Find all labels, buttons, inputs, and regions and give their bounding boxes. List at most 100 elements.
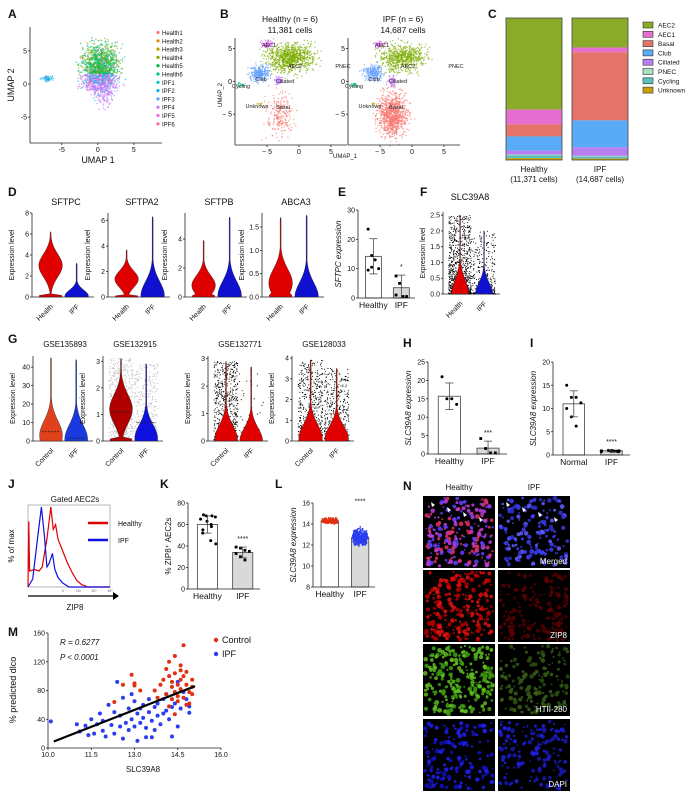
umap-cell-point	[415, 52, 418, 54]
umap-cell-point	[100, 95, 103, 97]
umap-cell-point	[303, 43, 305, 46]
umap-cell-point	[86, 45, 89, 47]
umap-cell-point	[270, 66, 272, 68]
umap-cell-point	[395, 140, 397, 143]
umap-cell-point	[396, 54, 398, 57]
umap-cell-point	[409, 59, 411, 62]
umap-cell-point	[288, 60, 291, 62]
umap-cell-point	[286, 58, 289, 60]
umap-cell-point	[303, 65, 305, 67]
umap-cell-point	[88, 78, 91, 81]
umap-cell-point	[89, 89, 92, 91]
umap-cell-point	[280, 54, 283, 56]
umap-cell-point	[96, 78, 98, 81]
umap-cell-point	[273, 97, 275, 100]
umap-cell-point	[311, 63, 313, 65]
umap-cell-point	[97, 76, 100, 78]
umap-cell-point	[107, 86, 110, 89]
umap-cell-point	[79, 42, 82, 45]
umap-cell-point	[290, 126, 293, 129]
umap-cell-point	[98, 108, 100, 111]
panel-label-n: N	[403, 479, 412, 493]
umap-cell-point	[399, 50, 402, 52]
umap-cell-point	[84, 54, 86, 57]
umap-cell-point	[310, 54, 312, 56]
umap-cell-point	[115, 53, 117, 56]
umap-cell-point	[91, 85, 93, 88]
umap-cell-point	[291, 61, 294, 64]
umap-cell-point	[94, 92, 97, 95]
umap-cell-point	[102, 107, 105, 110]
umap-cell-point	[304, 49, 306, 51]
umap-cell-point	[302, 58, 304, 61]
umap-cell-point	[409, 55, 411, 57]
umap-cell-point	[100, 71, 103, 74]
umap-cell-point	[95, 50, 98, 52]
umap-cell-point	[283, 63, 285, 65]
umap-cell-point	[118, 81, 120, 83]
umap-cell-point	[107, 47, 109, 49]
umap-cell-point	[113, 57, 115, 59]
umap-cell-point	[291, 55, 294, 57]
umap-cell-point	[270, 40, 272, 42]
legend-entry: IPF6	[162, 122, 175, 128]
legend-marker	[156, 47, 160, 51]
umap-cell-point	[269, 77, 272, 79]
umap-cell-point	[95, 95, 97, 98]
umap-cell-point	[288, 93, 291, 95]
umap-cell-point	[93, 50, 96, 52]
umap-cell-point	[78, 85, 81, 88]
umap-cell-point	[108, 77, 110, 79]
umap-cell-point	[275, 76, 278, 78]
umap-cell-point	[318, 56, 320, 59]
umap-cell-point	[122, 58, 124, 61]
umap-cell-point	[271, 128, 274, 131]
umap-cell-point	[277, 101, 280, 103]
umap-cell-point	[261, 55, 263, 57]
umap-cell-point	[280, 72, 282, 74]
umap-cell-point	[116, 45, 118, 48]
umap-cell-point	[418, 56, 420, 59]
umap-cell-point	[111, 98, 113, 101]
umap-cell-point	[272, 58, 275, 61]
umap-cell-point	[110, 94, 112, 96]
umap-cell-point	[101, 60, 103, 62]
umap-cell-point	[391, 76, 394, 78]
umap-cell-point	[284, 118, 287, 120]
umap-cell-point	[270, 54, 272, 56]
umap-cell-point	[399, 98, 401, 101]
umap-cell-point	[426, 48, 429, 50]
umap-cell-point	[109, 63, 112, 65]
umap-cell-point	[106, 43, 109, 46]
umap-cell-point	[420, 61, 422, 63]
umap-cell-point	[113, 81, 115, 84]
umap-cell-point	[291, 48, 294, 51]
umap-cell-point	[284, 70, 286, 72]
umap-cell-point	[380, 113, 382, 116]
umap-cell-point	[287, 136, 289, 138]
umap-cell-point	[399, 39, 402, 41]
umap-cell-point	[390, 140, 392, 143]
umap-cell-point	[370, 71, 373, 73]
umap-cell-point	[281, 70, 283, 72]
umap-cell-point	[88, 52, 91, 55]
umap-cell-point	[88, 49, 91, 52]
umap-cell-point	[289, 129, 291, 132]
umap-cell-point	[293, 118, 295, 120]
umap-cell-point	[319, 65, 321, 67]
umap-cell-point	[394, 47, 397, 49]
umap-cell-point	[87, 51, 90, 54]
umap-cell-point	[371, 64, 373, 66]
umap-cell-point	[114, 67, 116, 69]
umap-cell-point	[265, 62, 267, 64]
umap-cell-point	[93, 75, 96, 78]
umap-cell-point	[405, 134, 407, 137]
umap-cell-point	[267, 66, 269, 69]
umap-cell-point	[294, 60, 297, 63]
umap-cell-point	[280, 49, 283, 52]
umap-cell-point	[116, 41, 119, 44]
umap-cell-point	[255, 70, 257, 73]
legend-marker	[156, 97, 160, 101]
umap-cell-point	[276, 100, 278, 103]
